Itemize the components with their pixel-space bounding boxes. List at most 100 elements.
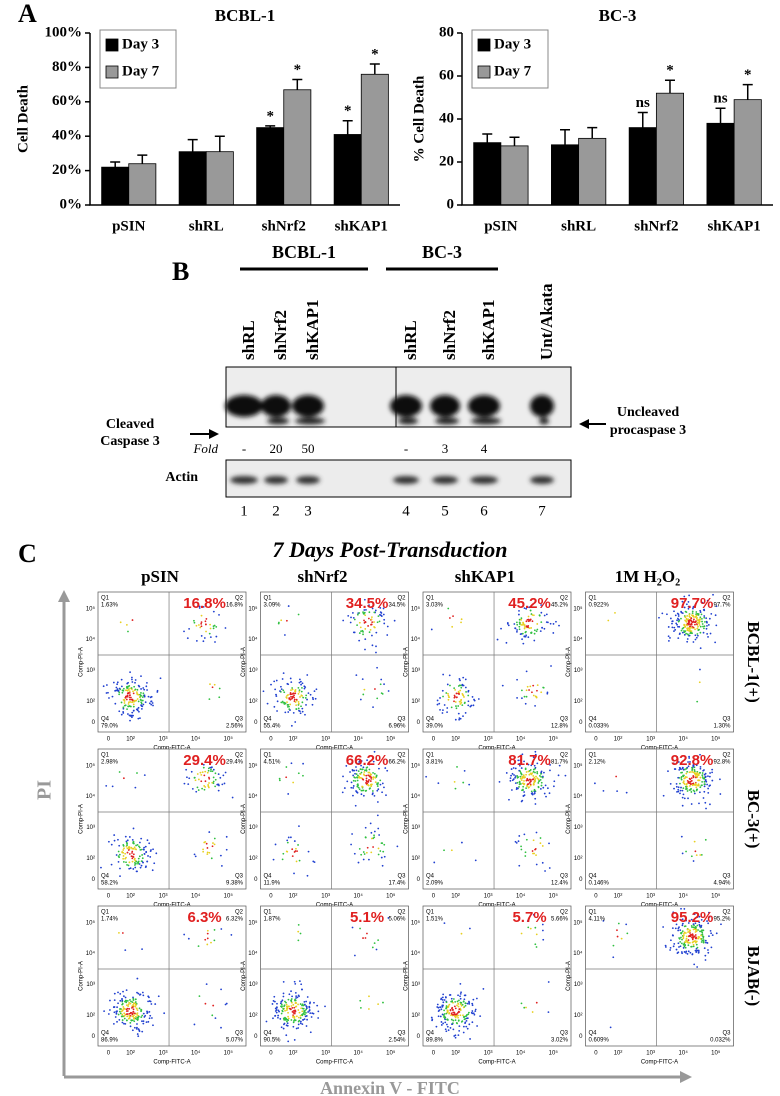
event-dot xyxy=(113,834,116,836)
event-dot xyxy=(675,948,678,951)
event-dot xyxy=(358,621,361,624)
event-dot xyxy=(454,1000,457,1003)
plot-x-label: Comp-FITC-A xyxy=(153,1060,190,1066)
event-dot xyxy=(535,1001,538,1004)
event-dot xyxy=(353,631,356,634)
event-dot xyxy=(219,776,222,779)
event-dot xyxy=(528,769,531,772)
x-tick-label: 10² xyxy=(451,737,460,743)
event-dot xyxy=(715,932,718,935)
event-dot xyxy=(143,846,146,849)
event-dot xyxy=(451,1009,454,1012)
event-dot xyxy=(204,770,207,773)
event-dot xyxy=(188,627,191,630)
event-dot xyxy=(136,692,138,695)
event-dot xyxy=(145,1021,148,1024)
event-dot xyxy=(704,959,707,961)
event-dot xyxy=(299,1014,302,1017)
event-dot xyxy=(532,614,535,617)
event-dot xyxy=(122,855,125,857)
event-dot xyxy=(147,855,149,857)
event-dot xyxy=(462,1025,465,1028)
plot-frame xyxy=(260,748,409,890)
event-dot xyxy=(393,619,396,622)
event-dot xyxy=(207,767,210,770)
y-tick-label: 20% xyxy=(52,162,82,178)
event-dot xyxy=(445,1001,448,1004)
event-dot xyxy=(476,1025,479,1027)
event-dot xyxy=(194,855,197,858)
event-dot xyxy=(540,775,542,778)
event-dot xyxy=(542,686,545,689)
event-dot xyxy=(459,679,461,682)
event-dot xyxy=(447,1029,450,1032)
x-tick-label: 10³ xyxy=(646,1051,655,1057)
quadrant-value: 16.8% xyxy=(226,603,244,609)
event-dot xyxy=(441,712,444,714)
event-dot xyxy=(446,683,449,686)
event-dot xyxy=(694,776,697,779)
event-dot xyxy=(360,764,363,767)
event-dot xyxy=(133,858,136,861)
event-dot xyxy=(602,919,605,922)
event-dot xyxy=(694,850,697,853)
event-dot xyxy=(687,781,690,784)
event-dot xyxy=(443,1016,445,1018)
event-dot xyxy=(460,621,462,624)
event-dot xyxy=(698,624,701,626)
event-dot xyxy=(297,692,300,695)
event-dot xyxy=(286,839,289,842)
event-dot xyxy=(698,915,701,918)
event-dot xyxy=(284,1019,287,1021)
event-dot xyxy=(514,767,517,770)
event-dot xyxy=(207,769,210,772)
event-dot xyxy=(304,1003,306,1006)
event-dot xyxy=(695,623,698,625)
x-tick-label: 10⁵ xyxy=(711,893,721,900)
event-dot xyxy=(135,844,137,847)
event-dot xyxy=(471,1004,474,1007)
event-dot xyxy=(684,777,686,779)
event-dot xyxy=(384,767,387,769)
event-dot xyxy=(212,768,215,771)
event-dot xyxy=(122,687,125,690)
event-dot xyxy=(123,1017,126,1020)
error-bar xyxy=(664,79,675,94)
event-dot xyxy=(460,991,462,994)
event-dot xyxy=(293,1017,296,1019)
event-dot xyxy=(275,695,278,698)
event-dot xyxy=(152,704,154,707)
event-dot xyxy=(441,689,444,692)
event-dot xyxy=(446,707,449,709)
event-dot xyxy=(282,1027,285,1030)
event-dot xyxy=(536,762,539,765)
event-dot xyxy=(540,781,543,784)
procaspase-band xyxy=(261,395,291,417)
event-dot xyxy=(346,780,349,783)
event-dot xyxy=(524,767,527,770)
event-dot xyxy=(531,792,534,794)
event-dot xyxy=(711,768,714,771)
event-dot xyxy=(136,870,138,873)
event-dot xyxy=(363,613,365,615)
event-dot xyxy=(129,694,131,696)
plot-y-label: Comp-PI-A xyxy=(79,647,85,677)
event-dot xyxy=(602,790,605,792)
event-dot xyxy=(195,624,198,627)
event-dot xyxy=(671,626,674,629)
event-dot xyxy=(296,996,299,999)
event-dot xyxy=(297,1003,299,1006)
event-dot xyxy=(215,625,218,628)
event-dot xyxy=(291,995,293,998)
plot-frame xyxy=(422,905,572,1047)
lane-number: 1 xyxy=(240,503,248,519)
event-dot xyxy=(309,693,312,696)
event-dot xyxy=(110,843,113,846)
quadrant-name: Q4 xyxy=(589,1031,598,1037)
event-dot xyxy=(699,625,702,628)
event-dot xyxy=(533,632,536,635)
event-dot xyxy=(291,687,294,689)
event-dot xyxy=(684,932,687,934)
event-dot xyxy=(693,840,696,843)
quadrant-name: Q1 xyxy=(101,910,110,916)
